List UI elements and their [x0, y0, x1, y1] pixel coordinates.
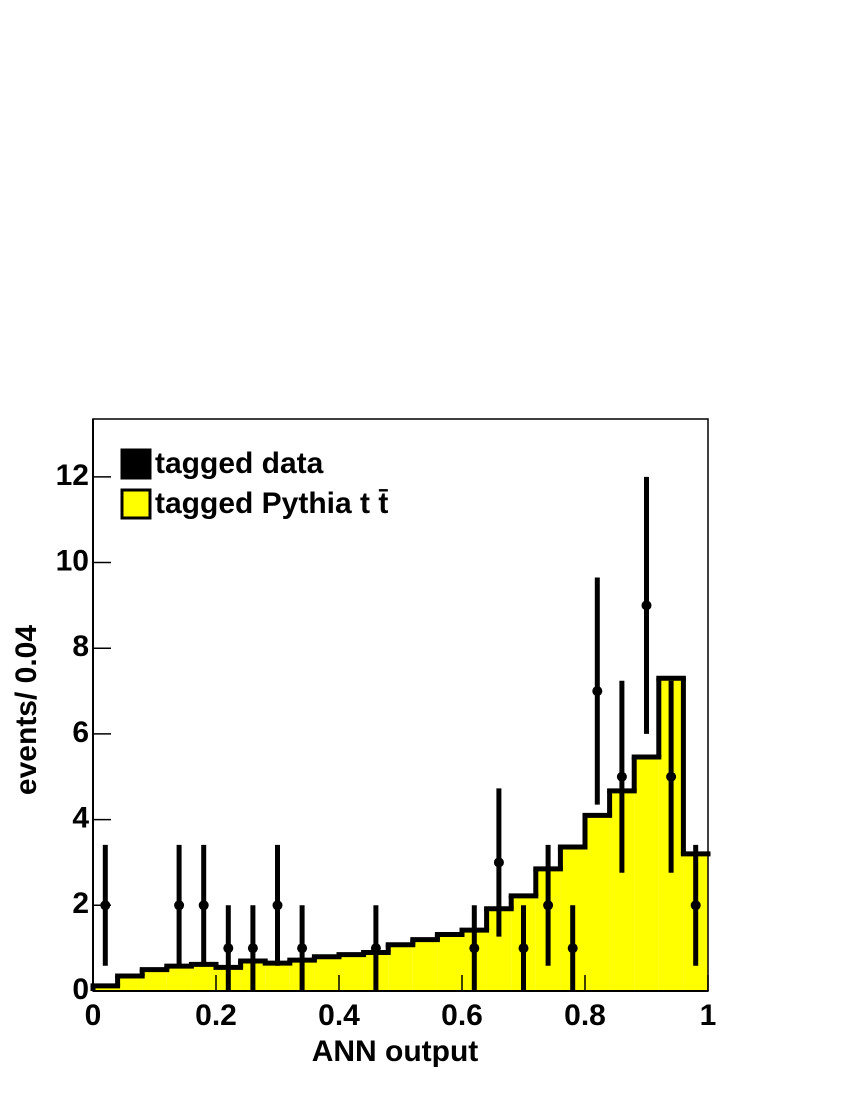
- data-point: [493, 857, 504, 868]
- y-tick-label: 2: [72, 887, 89, 920]
- histogram-bar: [634, 757, 659, 991]
- histogram-bar: [412, 939, 438, 991]
- data-point: [666, 771, 677, 782]
- data-point: [641, 600, 652, 611]
- x-tick-label: 0.2: [195, 999, 237, 1032]
- histogram-bar: [265, 963, 290, 991]
- histogram-bar: [314, 956, 339, 991]
- histogram-bar: [437, 934, 462, 991]
- data-point: [567, 943, 578, 954]
- data-point: [370, 943, 381, 954]
- legend-label: tagged data: [155, 447, 324, 480]
- x-tick-label: 0: [85, 999, 102, 1032]
- data-point: [223, 943, 234, 954]
- data-point: [174, 900, 185, 911]
- data-point: [616, 771, 627, 782]
- histogram-bar: [339, 954, 364, 991]
- data-point: [469, 943, 480, 954]
- y-axis-title: events/ 0.04: [10, 625, 43, 795]
- x-tick-label: 0.6: [441, 999, 483, 1032]
- y-tick-label: 4: [72, 802, 89, 835]
- data-point: [198, 900, 209, 911]
- x-tick-label: 0.8: [564, 999, 606, 1032]
- data-point: [297, 943, 308, 954]
- legend-swatch: [120, 448, 152, 480]
- legend-swatch: [120, 488, 152, 520]
- legend-label: tagged Pythia t t̄: [155, 487, 388, 520]
- histogram-bar: [166, 966, 192, 991]
- data-point: [518, 943, 529, 954]
- data-point: [543, 900, 554, 911]
- data-point: [592, 686, 603, 697]
- y-tick-label: 10: [56, 544, 89, 577]
- histogram-bar: [585, 815, 610, 991]
- histogram-bar: [191, 964, 216, 991]
- histogram-bar: [388, 944, 413, 991]
- y-tick-label: 6: [72, 716, 89, 749]
- histogram-bar: [117, 976, 143, 991]
- y-tick-label: 0: [72, 973, 89, 1006]
- data-point: [247, 943, 258, 954]
- data-point: [690, 900, 701, 911]
- x-tick-label: 0.4: [318, 999, 360, 1032]
- histogram-bar: [142, 969, 167, 991]
- y-tick-label: 12: [56, 459, 89, 492]
- data-point: [272, 900, 283, 911]
- x-axis-title: ANN output: [312, 1035, 479, 1068]
- histogram-bar: [93, 985, 118, 991]
- y-tick-label: 8: [72, 630, 89, 663]
- x-tick-label: 1: [700, 999, 717, 1032]
